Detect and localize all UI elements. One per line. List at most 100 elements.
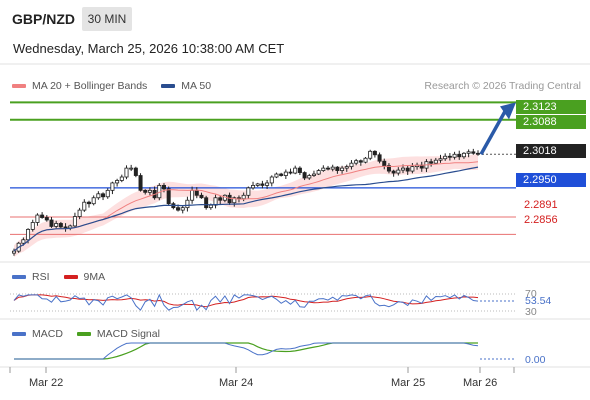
x-tick-label: Mar 24 <box>219 377 254 389</box>
support2-label: 2.2856 <box>524 214 558 226</box>
candle-body <box>44 217 49 221</box>
candle-body <box>401 167 406 171</box>
legend-swatch-ma20 <box>12 84 26 88</box>
candle-body <box>471 151 476 154</box>
legend-swatch-9ma <box>63 275 78 279</box>
candle-body <box>344 166 349 169</box>
candle-body <box>260 183 265 186</box>
candle-body <box>147 189 152 193</box>
chart-datetime: Wednesday, March 25, 2026 10:38:00 AM CE… <box>13 41 285 56</box>
candle-body <box>54 223 59 227</box>
rsi-legend: RSI 9MA <box>12 271 119 283</box>
candle-body <box>119 176 124 181</box>
candle-body <box>58 223 63 228</box>
candle-body <box>204 197 209 209</box>
macd-legend: MACD MACD Signal <box>12 328 174 340</box>
rsi-30-label: 30 <box>525 306 537 318</box>
candle-body <box>335 166 340 171</box>
rsi-value-label: 53.54 <box>525 295 552 307</box>
candle-body <box>208 204 213 209</box>
legend-swatch-rsi <box>12 275 26 279</box>
legend-swatch-ma50 <box>161 84 176 88</box>
candle-body <box>190 189 195 201</box>
candle-body <box>124 167 129 178</box>
candle-body <box>265 182 270 186</box>
legend-swatch-macd-signal <box>76 332 91 336</box>
candle-body <box>354 160 359 164</box>
candle-body <box>340 167 345 171</box>
candle-body <box>49 219 54 227</box>
legend-item-9ma: 9MA <box>63 271 105 283</box>
candle-body <box>452 153 457 158</box>
candle-body <box>443 155 448 160</box>
candle-body <box>410 166 415 172</box>
candle-body <box>326 167 331 170</box>
candle-body <box>194 189 199 196</box>
x-tick-label: Mar 22 <box>29 377 64 389</box>
candle-body <box>241 194 246 200</box>
macd-signal-line <box>14 342 478 360</box>
candle-body <box>101 193 106 198</box>
legend-label-ma50: MA 50 <box>181 80 212 92</box>
legend-label-macd: MACD <box>32 328 63 340</box>
candle-body <box>166 188 171 205</box>
legend-item-rsi: RSI <box>12 271 50 283</box>
candle-body <box>138 175 143 191</box>
candle-body <box>35 214 40 223</box>
macd-line <box>14 342 479 360</box>
candle-body <box>255 183 260 186</box>
candle-body <box>382 160 387 167</box>
candle-body <box>461 152 466 158</box>
candle-body <box>180 207 185 211</box>
candle-body <box>143 189 148 193</box>
candle-body <box>63 226 68 229</box>
x-tick-label: Mar 26 <box>463 377 498 389</box>
candle-body <box>297 167 302 173</box>
legend-label-macd-signal: MACD Signal <box>96 328 160 340</box>
candle-body <box>368 150 373 159</box>
timeframe-button[interactable]: 30 MIN <box>82 7 132 31</box>
candle-body <box>307 175 312 179</box>
candle-body <box>457 153 462 158</box>
support1-label: 2.2891 <box>524 199 558 211</box>
candle-body <box>330 166 335 170</box>
target-high-tag: 2.3123 <box>516 100 586 114</box>
candle-body <box>288 171 293 174</box>
candle-body <box>372 150 377 156</box>
candle-body <box>218 197 223 201</box>
candle-body <box>199 194 204 199</box>
candle-body <box>466 151 471 154</box>
legend-label-ma20: MA 20 + Bollinger Bands <box>32 80 148 92</box>
chart-header: GBP/NZD 30 MIN <box>0 0 590 36</box>
bollinger-band-area <box>14 153 478 258</box>
candle-body <box>246 187 251 196</box>
main-legend: MA 20 + Bollinger Bands MA 50 <box>12 80 225 92</box>
ma50-line <box>13 166 479 252</box>
candle-body <box>11 250 16 254</box>
candle-body <box>161 185 166 190</box>
candle-body <box>279 173 284 176</box>
target-low-tag: 2.3088 <box>516 115 586 129</box>
candle-body <box>321 167 326 171</box>
candle-body <box>96 193 101 199</box>
candle-body <box>475 152 480 155</box>
candle-body <box>283 171 288 176</box>
candle-body <box>105 189 110 198</box>
candle-body <box>429 161 434 164</box>
candle-body <box>110 182 115 191</box>
candle-body <box>21 239 26 244</box>
forecast-arrow-head <box>500 102 516 120</box>
rsi-line <box>13 293 479 311</box>
legend-item-ma20: MA 20 + Bollinger Bands <box>12 80 147 92</box>
candle-body <box>115 180 120 184</box>
candle-body <box>293 167 298 174</box>
candle-body <box>232 197 237 204</box>
candle-body <box>377 154 382 162</box>
candle-body <box>77 209 82 217</box>
candle-body <box>82 201 87 211</box>
candle-body <box>447 155 452 158</box>
candle-body <box>129 167 134 170</box>
candle-body <box>302 172 307 179</box>
candle-body <box>438 158 443 161</box>
